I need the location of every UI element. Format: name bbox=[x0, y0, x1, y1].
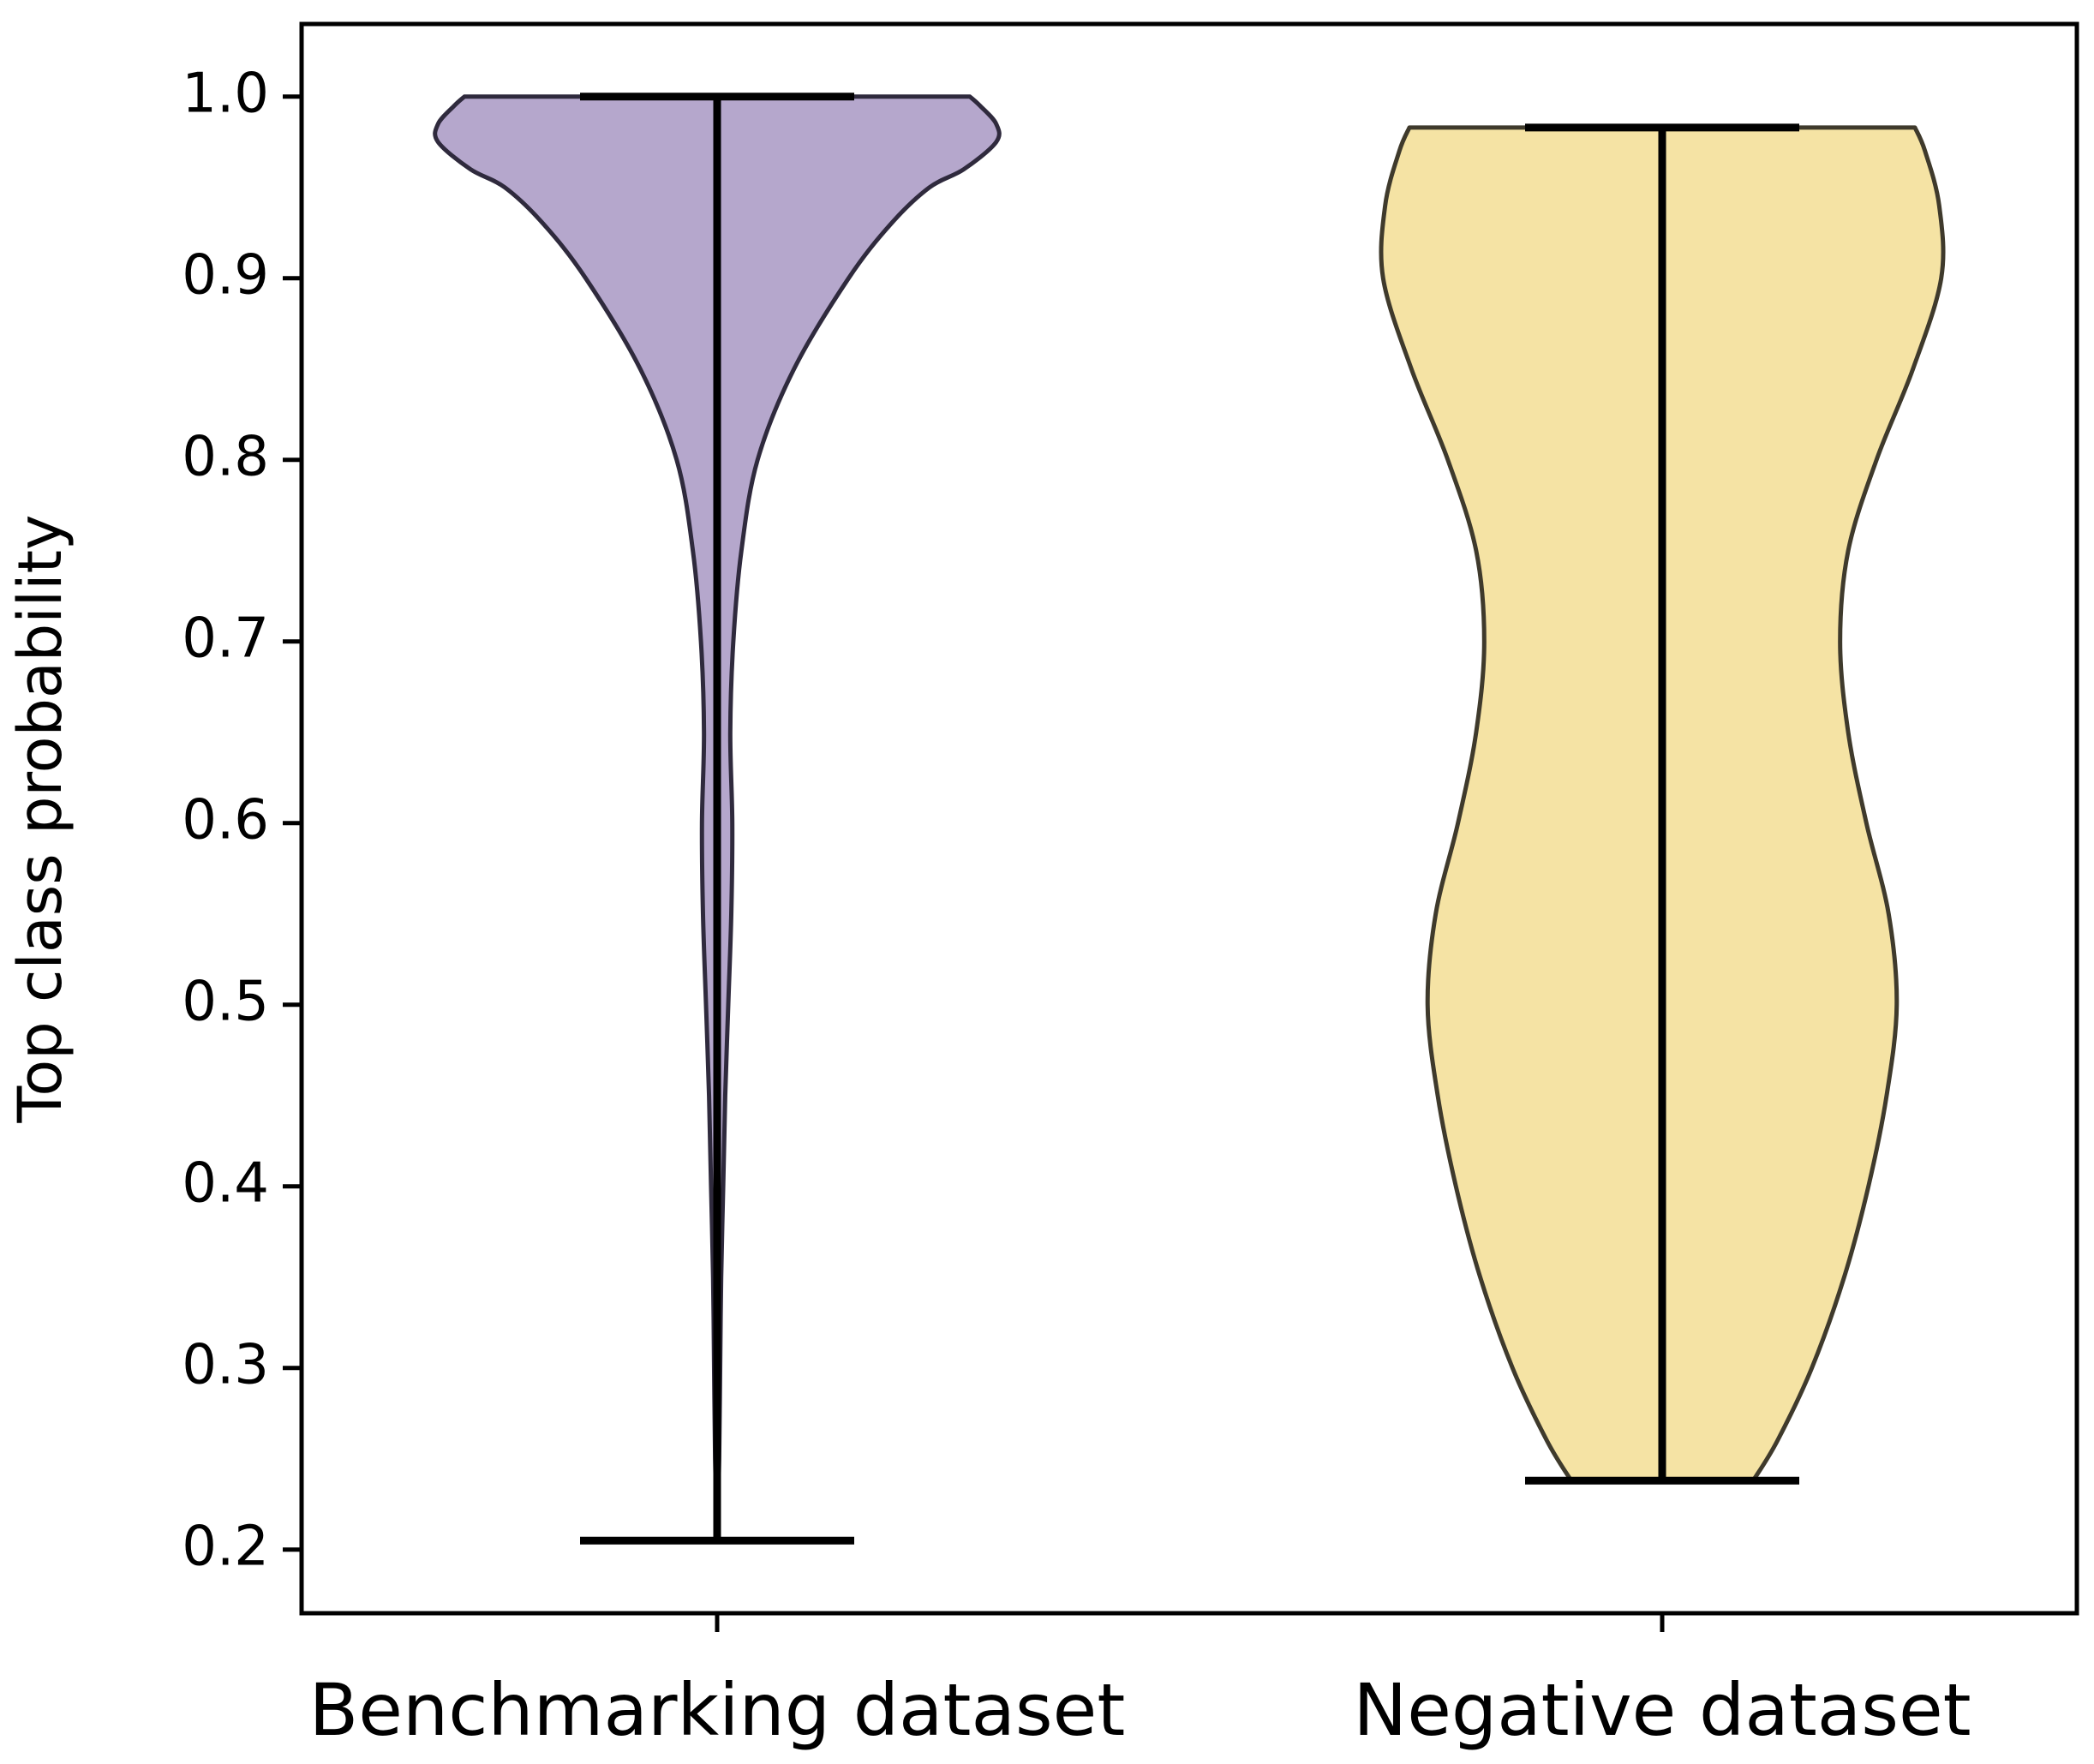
y-tick-label-9: 1.0 bbox=[182, 62, 269, 125]
plot-frame bbox=[299, 21, 2079, 1616]
y-tick-label-4: 0.5 bbox=[182, 970, 269, 1033]
y-tick-label-2: 0.3 bbox=[182, 1333, 269, 1396]
y-axis-label: Top class probability bbox=[5, 515, 75, 1124]
y-tick-label-7: 0.8 bbox=[182, 425, 269, 488]
axis-layer: 0.2 0.3 0.4 0.5 0.6 0.7 0.8 0.9 1.0 Benchmarking … bbox=[182, 21, 2079, 1752]
y-tick-label-3: 0.4 bbox=[182, 1151, 269, 1215]
y-tick-label-8: 0.9 bbox=[182, 243, 269, 307]
label-layer: Top class probability bbox=[5, 515, 75, 1124]
x-tick-label-1: Benchmarking dataset bbox=[309, 1668, 1126, 1752]
y-tick-label-5: 0.6 bbox=[182, 788, 269, 852]
plot-layer bbox=[433, 93, 1946, 1545]
y-tick-label-1: 0.2 bbox=[182, 1515, 269, 1578]
x-tick-label-2: Negative dataset bbox=[1353, 1668, 1971, 1752]
y-tick-label-6: 0.7 bbox=[182, 607, 269, 670]
